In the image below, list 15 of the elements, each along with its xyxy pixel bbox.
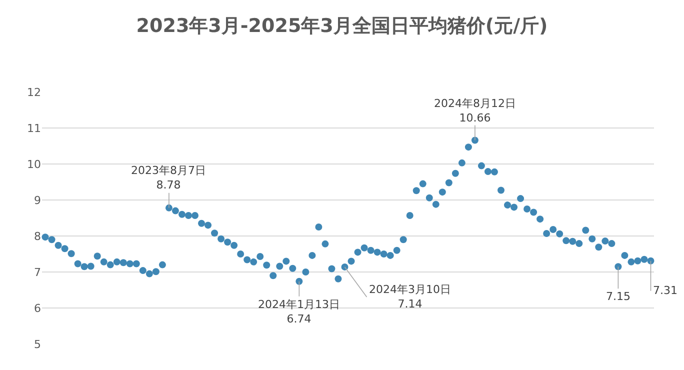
y-tick-label: 8 (34, 230, 41, 243)
y-tick-label: 5 (34, 338, 41, 351)
data-label: 7.31 (653, 284, 678, 297)
data-label: 2023年8月7日 8.78 (131, 164, 206, 192)
y-tick-label: 10 (27, 158, 41, 171)
data-label: 2024年3月10日 7.14 (369, 283, 451, 310)
data-label: 2024年8月12日 10.66 (434, 97, 516, 124)
y-tick-label: 12 (27, 86, 41, 99)
y-tick-label: 6 (34, 302, 41, 315)
y-tick-label: 7 (34, 266, 41, 279)
y-tick-label: 11 (27, 122, 41, 135)
data-label: 2024年1月13日 6.74 (258, 298, 340, 326)
chart-title: 2023年3月-2025年3月全国日平均猪价(元/斤) (136, 14, 548, 37)
y-tick-label: 9 (34, 194, 41, 207)
data-label: 7.15 (606, 290, 630, 303)
